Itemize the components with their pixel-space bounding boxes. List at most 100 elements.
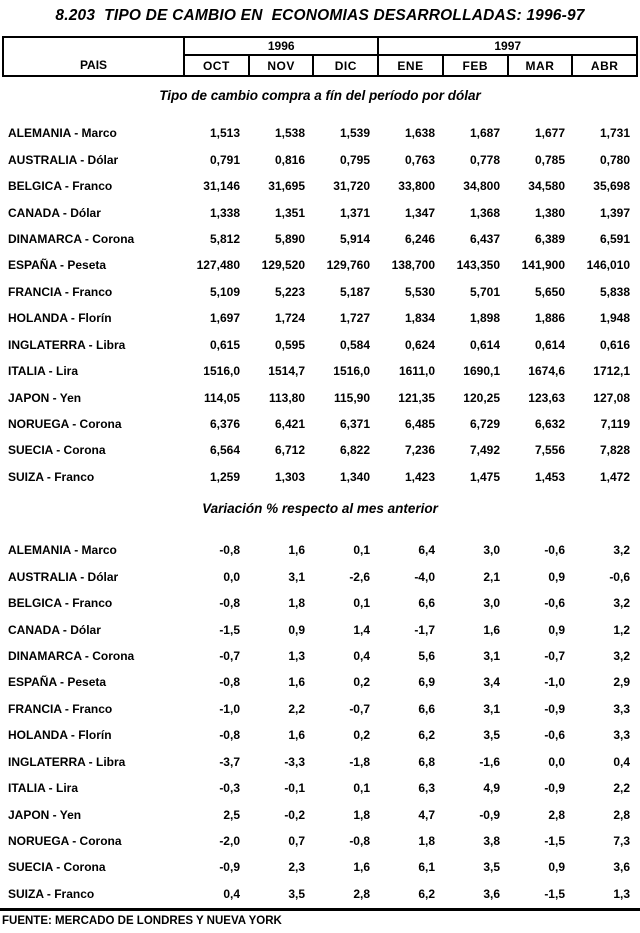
value-cell: 1516,0	[333, 364, 370, 379]
value-cell: 6,371	[339, 417, 370, 432]
value-cell: 6,4	[418, 543, 435, 558]
table-row: INGLATERRA - Libra -3,7 -3,3 -1,8 6,8 -1,6 0,0…	[2, 749, 638, 775]
country-label: DINAMARCA - Corona	[8, 648, 135, 663]
value-cell: 1,538	[274, 126, 305, 141]
value-cell: 0,816	[274, 152, 305, 167]
value-cell: 7,828	[599, 443, 630, 458]
value-cell: 4,7	[418, 807, 435, 822]
value-cell: 6,712	[274, 443, 305, 458]
value-cell: -0,2	[284, 807, 305, 822]
footer-rule	[0, 908, 640, 911]
value-cell: 5,109	[209, 284, 240, 299]
value-cell: 1,3	[288, 648, 305, 663]
country-label: ALEMANIA - Marco	[8, 126, 117, 141]
value-cell: 2,8	[353, 886, 370, 901]
year-1997-cell: 1997	[494, 39, 522, 53]
value-cell: 0,2	[353, 675, 370, 690]
table-row: BELGICA - Franco 31,146 31,695 31,720 33,800…	[2, 173, 638, 199]
value-cell: -2,0	[219, 834, 240, 849]
month-header-mar: MAR	[509, 56, 574, 75]
value-cell: -3,3	[284, 754, 305, 769]
value-cell: 31,695	[268, 179, 305, 194]
value-cell: -1,5	[544, 834, 565, 849]
value-cell: 1,6	[483, 622, 500, 637]
value-cell: -3,7	[219, 754, 240, 769]
value-cell: 1,6	[353, 860, 370, 875]
value-cell: 34,800	[463, 179, 500, 194]
value-cell: 1,724	[274, 311, 305, 326]
value-cell: 3,1	[483, 701, 500, 716]
value-cell: 114,05	[203, 390, 240, 405]
value-cell: 3,5	[483, 728, 500, 743]
value-cell: 1,731	[599, 126, 630, 141]
value-cell: 6,1	[418, 860, 435, 875]
value-cell: 0,2	[353, 728, 370, 743]
header-months-area: 1996 1997 OCT NOV DIC ENE FEB MAR ABR	[185, 38, 636, 75]
value-cell: -0,9	[544, 701, 565, 716]
value-cell: 6,632	[534, 417, 565, 432]
value-cell: 1,2	[613, 622, 630, 637]
value-cell: 3,2	[613, 543, 630, 558]
value-cell: 3,2	[613, 648, 630, 663]
value-cell: 5,6	[418, 648, 435, 663]
table-row: ITALIA - Lira 1516,0 1514,7 1516,0 1611,0 169…	[2, 358, 638, 384]
value-cell: 1,475	[469, 469, 500, 484]
value-cell: -0,9	[479, 807, 500, 822]
value-cell: 1611,0	[398, 364, 435, 379]
country-label: AUSTRALIA - Dólar	[8, 569, 119, 584]
value-cell: 2,3	[288, 860, 305, 875]
value-cell: 0,615	[209, 337, 240, 352]
value-cell: 6,421	[274, 417, 305, 432]
value-cell: -1,0	[219, 701, 240, 716]
value-cell: 1,351	[274, 205, 305, 220]
value-cell: 1,8	[288, 596, 305, 611]
value-cell: 113,80	[268, 390, 305, 405]
value-cell: -0,3	[219, 781, 240, 796]
country-label: SUIZA - Franco	[8, 886, 95, 901]
table-row: ESPAÑA - Peseta -0,8 1,6 0,2 6,9 3,4 -1,0 2,9	[2, 669, 638, 695]
table-row: FRANCIA - Franco 5,109 5,223 5,187 5,530 5,70…	[2, 279, 638, 305]
value-cell: 1,948	[599, 311, 630, 326]
value-cell: 6,6	[418, 701, 435, 716]
country-label: BELGICA - Franco	[8, 596, 113, 611]
table-row: SUECIA - Corona 6,564 6,712 6,822 7,236 7,492…	[2, 437, 638, 463]
value-cell: 1,687	[469, 126, 500, 141]
table-row: INGLATERRA - Libra 0,615 0,595 0,584 0,624 0,…	[2, 332, 638, 358]
value-cell: 2,8	[548, 807, 565, 822]
value-cell: 0,0	[548, 754, 565, 769]
value-cell: 1,4	[353, 622, 370, 637]
value-cell: 2,1	[483, 569, 500, 584]
value-cell: 1,338	[209, 205, 240, 220]
value-cell: 5,187	[339, 284, 370, 299]
value-cell: -1,6	[479, 754, 500, 769]
year-1996-cell: 1996	[185, 38, 380, 54]
value-cell: 2,5	[223, 807, 240, 822]
value-cell: 0,1	[353, 543, 370, 558]
value-cell: 0,7	[288, 834, 305, 849]
table-row: ESPAÑA - Peseta 127,480 129,520 129,760 138,…	[2, 252, 638, 278]
value-cell: 3,3	[613, 728, 630, 743]
month-header-abr: ABR	[590, 58, 619, 73]
value-cell: 6,9	[418, 675, 435, 690]
header-pais-label: PAIS	[79, 58, 108, 72]
value-cell: -0,8	[219, 596, 240, 611]
value-cell: -0,6	[609, 569, 630, 584]
country-label: CANADA - Dólar	[8, 205, 101, 220]
country-label: ITALIA - Lira	[8, 781, 78, 796]
value-cell: -1,0	[544, 675, 565, 690]
value-cell: 1,886	[534, 311, 565, 326]
value-cell: 5,223	[274, 284, 305, 299]
table-row: ALEMANIA - Marco -0,8 1,6 0,1 6,4 3,0 -0,6 3,2	[2, 537, 638, 563]
value-cell: 5,701	[469, 284, 500, 299]
country-label: INGLATERRA - Libra	[8, 337, 126, 352]
value-cell: 0,9	[548, 622, 565, 637]
country-label: JAPON - Yen	[8, 807, 82, 822]
value-cell: 6,564	[209, 443, 240, 458]
value-cell: 1,303	[274, 469, 305, 484]
country-label: ESPAÑA - Peseta	[8, 675, 107, 690]
value-cell: 1,638	[404, 126, 435, 141]
value-cell: 1674,6	[528, 364, 565, 379]
value-cell: 1,423	[404, 469, 435, 484]
value-cell: 127,480	[196, 258, 240, 273]
value-cell: 1,259	[209, 469, 240, 484]
